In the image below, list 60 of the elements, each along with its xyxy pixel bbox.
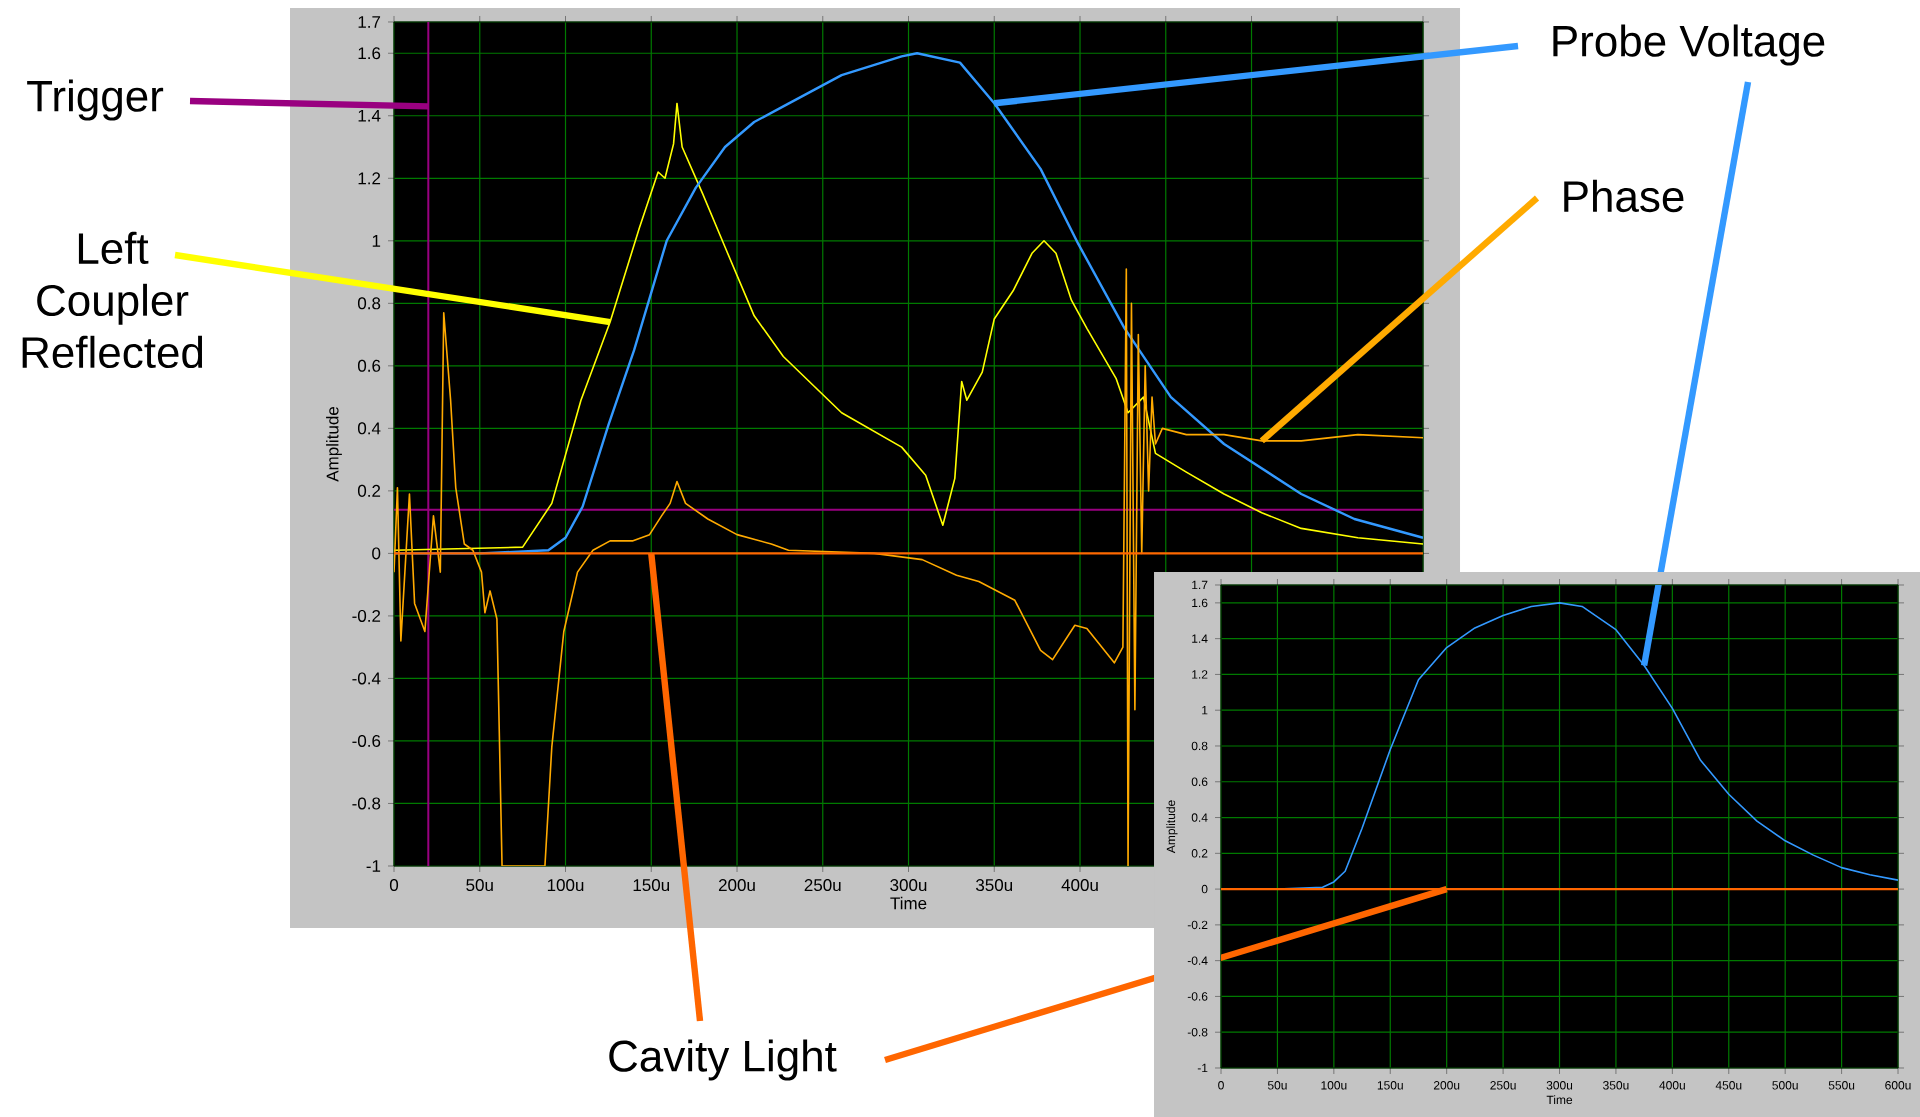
x-tick-label: 400u xyxy=(1659,1081,1685,1090)
x-tick-label: 150u xyxy=(633,879,670,892)
x-tick-label: 100u xyxy=(547,879,584,892)
y-axis-title: Amplitude xyxy=(1166,800,1178,854)
y-axis-title: Amplitude xyxy=(326,406,342,482)
x-tick-label: 500u xyxy=(1772,1081,1798,1090)
x-tick-label: 300u xyxy=(890,879,927,892)
x-tick-label: 350u xyxy=(1603,1081,1629,1090)
y-tick-label: -0.8 xyxy=(352,797,381,810)
text: Probe Voltage xyxy=(1553,24,1825,66)
x-tick-label: 0 xyxy=(389,879,399,892)
x-tick-label: 100u xyxy=(1321,1081,1347,1090)
text: Left Coupler Reflected xyxy=(22,231,203,369)
text: Cavity Light xyxy=(609,1039,837,1081)
y-tick-label: -0.2 xyxy=(352,609,381,622)
y-tick-label: 0.2 xyxy=(1191,849,1208,858)
text: Phase xyxy=(1564,179,1684,213)
y-tick-label: 1 xyxy=(372,234,381,247)
x-tick-label: 50u xyxy=(1267,1081,1287,1090)
y-tick-label: 0.4 xyxy=(357,422,381,435)
x-axis-title: Time xyxy=(890,896,927,910)
y-tick-label: 1.7 xyxy=(1192,580,1208,590)
y-tick-label: -0.6 xyxy=(1187,992,1208,1001)
y-tick-label: 0 xyxy=(372,547,381,560)
y-tick-label: 1.4 xyxy=(1192,634,1208,643)
x-tick-label: 200u xyxy=(718,879,755,892)
y-tick-label: 0.6 xyxy=(1191,777,1208,787)
y-tick-label: 0.8 xyxy=(1191,741,1208,751)
y-tick-label: -0.2 xyxy=(1187,920,1208,930)
x-tick-label: 250u xyxy=(1490,1081,1516,1090)
y-tick-label: -1 xyxy=(1197,1063,1208,1073)
y-tick-label: 1.2 xyxy=(358,172,381,185)
x-tick-label: 350u xyxy=(976,879,1013,892)
y-tick-label: 1.4 xyxy=(358,109,381,122)
y-tick-label: 1.6 xyxy=(358,47,381,60)
y-tick-label: -0.4 xyxy=(1187,956,1208,965)
y-tick-label: 0.4 xyxy=(1191,813,1208,822)
x-tick-label: 550u xyxy=(1828,1081,1855,1090)
x-tick-label: 50u xyxy=(466,879,493,892)
y-tick-label: -0.6 xyxy=(352,734,381,747)
x-tick-label: 200u xyxy=(1433,1081,1460,1090)
y-tick-label: -0.8 xyxy=(1187,1027,1208,1037)
x-tick-label: 250u xyxy=(804,879,841,892)
x-tick-label: 0 xyxy=(1218,1081,1224,1090)
x-axis-title: Time xyxy=(1546,1095,1573,1105)
text: Trigger xyxy=(27,79,164,121)
y-tick-label: 1.2 xyxy=(1192,670,1208,679)
y-tick-label: -1 xyxy=(366,860,381,872)
y-tick-label: 1.7 xyxy=(358,16,381,28)
x-tick-label: 300u xyxy=(1546,1081,1573,1090)
y-tick-label: 0.8 xyxy=(357,297,381,310)
x-tick-label: 150u xyxy=(1377,1081,1403,1090)
y-tick-label: 1.6 xyxy=(1192,598,1208,608)
x-tick-label: 400u xyxy=(1061,879,1098,892)
x-tick-label: 600u xyxy=(1885,1081,1911,1090)
y-tick-label: 0.2 xyxy=(357,484,381,497)
y-tick-label: 1 xyxy=(1202,706,1208,715)
y-tick-label: 0.6 xyxy=(357,359,381,372)
y-tick-label: -0.4 xyxy=(352,672,381,685)
x-tick-label: 450u xyxy=(1715,1081,1742,1090)
